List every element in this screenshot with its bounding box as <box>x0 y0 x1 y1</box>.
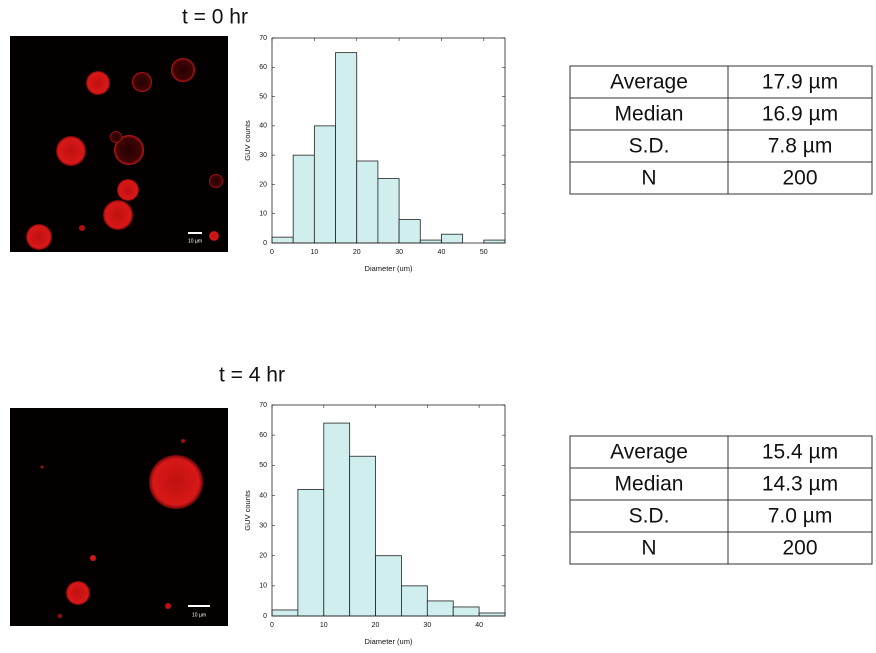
x-tick-label: 50 <box>480 249 488 256</box>
table-cell: 14.3 µm <box>762 473 838 496</box>
x-tick-label: 0 <box>270 249 274 256</box>
x-tick-label: 30 <box>423 622 431 629</box>
y-tick-label: 40 <box>259 492 267 499</box>
x-tick-label: 40 <box>438 249 446 256</box>
table-cell: N <box>641 537 656 560</box>
bar <box>378 179 399 243</box>
bar <box>399 220 420 243</box>
bar <box>441 234 462 243</box>
x-tick-label: 20 <box>353 249 361 256</box>
bar <box>293 155 314 243</box>
x-axis-label: Diameter (um) <box>365 637 413 646</box>
y-tick-label: 20 <box>259 181 267 188</box>
table-cell: 15.4 µm <box>762 441 838 464</box>
micrograph: 10 µm <box>10 408 228 626</box>
bar <box>427 601 453 616</box>
bar <box>453 607 479 616</box>
x-tick-label: 20 <box>372 622 380 629</box>
table-cell: 200 <box>782 167 817 190</box>
table-cell: S.D. <box>629 135 670 158</box>
bar <box>336 53 357 243</box>
x-tick-label: 40 <box>475 622 483 629</box>
bar <box>420 240 441 243</box>
x-tick-label: 30 <box>395 249 403 256</box>
figure: 10 µm 10 µm t = 0 hr 0 10 20 30 40 50 0 10 20 30 40… <box>0 0 876 653</box>
bar <box>272 610 298 616</box>
y-tick-label: 10 <box>259 583 267 590</box>
table-cell: Median <box>615 473 684 496</box>
y-tick-label: 0 <box>263 613 267 620</box>
bar <box>324 423 350 616</box>
y-tick-label: 20 <box>259 553 267 560</box>
y-tick-label: 30 <box>259 522 267 529</box>
table-cell: 16.9 µm <box>762 103 838 126</box>
x-tick-label: 0 <box>270 622 274 629</box>
page: {"chart_data": [ {"type": "histogram", "… <box>0 0 876 653</box>
table-cell: 7.0 µm <box>768 505 833 528</box>
table-cell: 200 <box>782 537 817 560</box>
x-axis-label: Diameter (um) <box>365 264 413 273</box>
bar <box>376 556 402 616</box>
table-cell: 17.9 µm <box>762 71 838 94</box>
bar <box>357 161 378 243</box>
table-cell: Average <box>610 441 688 464</box>
table-cell: N <box>641 167 656 190</box>
y-tick-label: 70 <box>259 402 267 409</box>
scale-bar-label: 10 µm <box>192 612 206 618</box>
x-tick-label: 10 <box>320 622 328 629</box>
table-cell: S.D. <box>629 505 670 528</box>
micrograph: 10 µm <box>10 36 228 252</box>
y-axis-label: GUV counts <box>243 490 252 531</box>
y-axis-label: GUV counts <box>243 120 252 161</box>
bar <box>350 456 376 616</box>
table-cell: Median <box>615 103 684 126</box>
bar <box>272 237 293 243</box>
y-tick-label: 30 <box>259 152 267 159</box>
y-tick-label: 70 <box>259 35 267 42</box>
y-tick-label: 50 <box>259 93 267 100</box>
bar <box>479 613 505 616</box>
y-tick-label: 10 <box>259 211 267 218</box>
table-cell: Average <box>610 71 688 94</box>
bar <box>401 586 427 616</box>
y-tick-label: 0 <box>263 240 267 247</box>
chart-title: t = 4 hr <box>219 364 285 387</box>
y-tick-label: 60 <box>259 64 267 71</box>
scale-bar-label: 10 µm <box>188 238 202 244</box>
chart-title: t = 0 hr <box>182 6 248 29</box>
bar <box>298 489 324 616</box>
y-tick-label: 50 <box>259 462 267 469</box>
y-tick-label: 60 <box>259 432 267 439</box>
bar <box>484 240 505 243</box>
y-tick-label: 40 <box>259 123 267 130</box>
x-tick-label: 10 <box>310 249 318 256</box>
table-cell: 7.8 µm <box>768 135 833 158</box>
bar <box>314 126 335 243</box>
